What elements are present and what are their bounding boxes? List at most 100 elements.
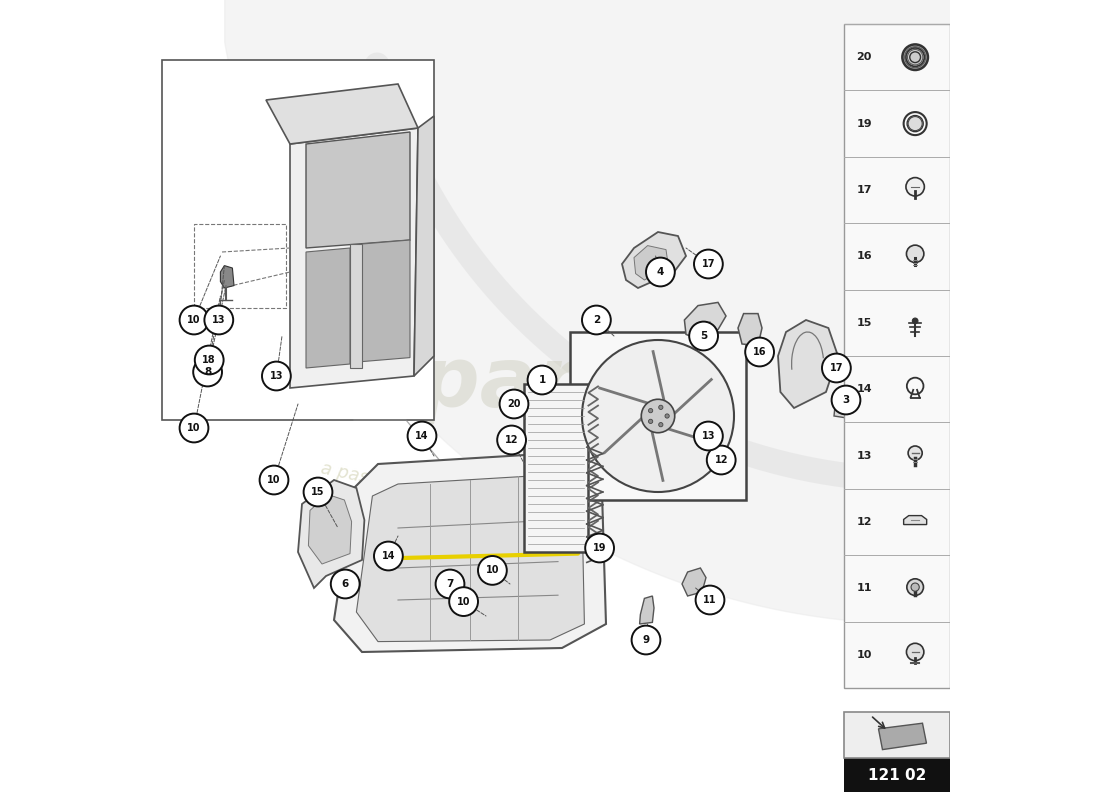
Circle shape	[906, 578, 924, 595]
Circle shape	[694, 250, 723, 278]
Circle shape	[912, 318, 918, 324]
Text: 14: 14	[857, 384, 872, 394]
Text: 10: 10	[857, 650, 872, 660]
Text: 10: 10	[187, 315, 200, 325]
Circle shape	[906, 48, 924, 66]
Polygon shape	[621, 232, 686, 288]
Text: 8: 8	[204, 367, 211, 377]
Circle shape	[646, 258, 674, 286]
FancyBboxPatch shape	[845, 758, 950, 792]
Circle shape	[260, 466, 288, 494]
Circle shape	[436, 570, 464, 598]
Polygon shape	[879, 723, 926, 750]
Polygon shape	[334, 452, 606, 652]
Text: 13: 13	[270, 371, 283, 381]
Circle shape	[822, 354, 850, 382]
Polygon shape	[639, 596, 654, 624]
Polygon shape	[266, 84, 418, 144]
Text: 3: 3	[843, 395, 849, 405]
Polygon shape	[220, 266, 234, 288]
Text: 10: 10	[486, 566, 499, 575]
Circle shape	[195, 346, 223, 374]
Circle shape	[707, 446, 736, 474]
Circle shape	[478, 556, 507, 585]
Polygon shape	[684, 302, 726, 338]
Circle shape	[449, 587, 478, 616]
FancyBboxPatch shape	[350, 244, 362, 368]
Text: 20: 20	[507, 399, 520, 409]
Text: 13: 13	[857, 450, 872, 461]
Text: 12: 12	[505, 435, 518, 445]
Polygon shape	[362, 240, 410, 362]
Circle shape	[649, 419, 652, 423]
Circle shape	[179, 414, 208, 442]
Text: 10: 10	[456, 597, 471, 606]
Circle shape	[499, 390, 528, 418]
Circle shape	[374, 542, 403, 570]
Text: elparts: elparts	[337, 343, 668, 425]
Circle shape	[497, 426, 526, 454]
Circle shape	[659, 422, 663, 427]
Circle shape	[911, 583, 920, 591]
Polygon shape	[306, 132, 410, 248]
Circle shape	[179, 306, 208, 334]
Text: 4: 4	[657, 267, 664, 277]
Text: 17: 17	[829, 363, 843, 373]
Polygon shape	[682, 568, 706, 596]
FancyBboxPatch shape	[525, 384, 588, 552]
FancyBboxPatch shape	[570, 332, 746, 500]
Text: 17: 17	[857, 185, 872, 195]
Text: 2: 2	[593, 315, 600, 325]
Polygon shape	[903, 515, 926, 525]
Text: 14: 14	[382, 551, 395, 561]
Text: 15: 15	[857, 318, 872, 328]
Text: 10: 10	[187, 423, 200, 433]
Text: 10: 10	[267, 475, 280, 485]
Circle shape	[690, 322, 718, 350]
Circle shape	[649, 409, 652, 413]
Text: 13: 13	[212, 315, 226, 325]
Text: 12: 12	[857, 517, 872, 527]
Circle shape	[331, 570, 360, 598]
Text: 121 02: 121 02	[868, 768, 926, 782]
Text: 19: 19	[593, 543, 606, 553]
Text: 19: 19	[857, 118, 872, 129]
Text: 1: 1	[538, 375, 546, 385]
Circle shape	[205, 306, 233, 334]
Polygon shape	[306, 248, 350, 368]
Text: 6: 6	[342, 579, 349, 589]
Circle shape	[631, 626, 660, 654]
Text: 12: 12	[715, 455, 728, 465]
Polygon shape	[290, 128, 418, 388]
Polygon shape	[834, 392, 850, 418]
Circle shape	[585, 534, 614, 562]
Circle shape	[832, 386, 860, 414]
Text: 7: 7	[447, 579, 453, 589]
FancyBboxPatch shape	[845, 24, 950, 688]
Polygon shape	[634, 246, 669, 280]
Circle shape	[909, 446, 922, 460]
Text: 5: 5	[700, 331, 707, 341]
Circle shape	[694, 422, 723, 450]
Text: 11: 11	[703, 595, 717, 605]
Text: 9: 9	[642, 635, 650, 645]
Circle shape	[909, 117, 922, 130]
Polygon shape	[298, 480, 364, 588]
Circle shape	[906, 245, 924, 262]
Circle shape	[745, 338, 774, 366]
Text: a passion for parts since 1985: a passion for parts since 1985	[319, 459, 588, 533]
Circle shape	[582, 306, 610, 334]
Text: 16: 16	[857, 251, 872, 262]
Text: 11: 11	[857, 583, 872, 594]
Text: 14: 14	[416, 431, 429, 441]
Circle shape	[659, 405, 663, 410]
Circle shape	[194, 358, 222, 386]
Polygon shape	[308, 494, 352, 564]
FancyBboxPatch shape	[845, 712, 950, 758]
Text: 16: 16	[752, 347, 767, 357]
Polygon shape	[356, 474, 584, 642]
Circle shape	[582, 340, 734, 492]
Polygon shape	[738, 314, 762, 346]
Circle shape	[666, 414, 669, 418]
Circle shape	[906, 178, 924, 196]
